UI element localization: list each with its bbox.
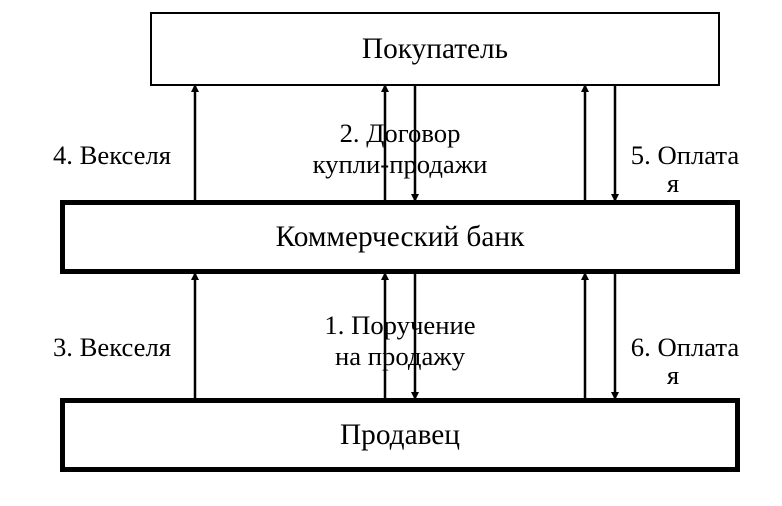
node-buyer: Покупатель xyxy=(150,12,720,86)
label-5-oplata-frag: я xyxy=(653,168,693,199)
node-buyer-text: Покупатель xyxy=(362,33,508,66)
node-seller: Продавец xyxy=(60,398,740,472)
node-bank: Коммерческий банк xyxy=(60,200,740,274)
node-bank-text: Коммерческий банк xyxy=(276,221,525,254)
node-seller-text: Продавец xyxy=(340,419,460,452)
label-4-vekselya: 4. Векселя xyxy=(22,140,202,171)
label-2-dogovor: 2. Договор купли-продажи xyxy=(280,118,520,179)
label-1-poruchenie: 1. Поручение на продажу xyxy=(280,310,520,371)
label-6-oplata: 6. Оплата xyxy=(605,332,765,363)
label-5-oplata: 5. Оплата xyxy=(605,140,765,171)
label-6-oplata-frag: я xyxy=(653,360,693,391)
label-3-vekselya: 3. Векселя xyxy=(22,332,202,363)
diagram-canvas: Покупатель Коммерческий банк Продавец 4.… xyxy=(0,0,782,506)
